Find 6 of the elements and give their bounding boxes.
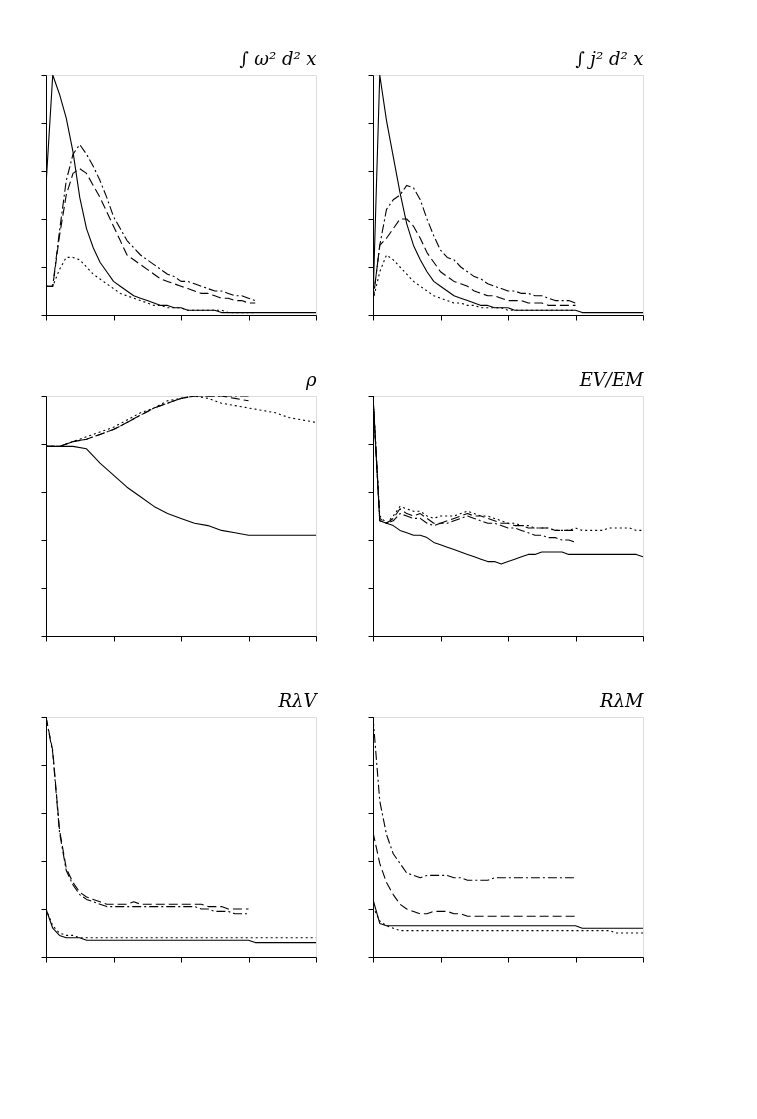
chart-title: EV/EM <box>578 368 645 390</box>
chart-title: RλM <box>599 689 645 711</box>
chart-title: ∫ ω² d² x <box>239 47 317 69</box>
chart-title: RλV <box>277 689 319 711</box>
chart-title: ρ <box>304 368 317 390</box>
chart-title: ∫ j² d² x <box>575 47 644 69</box>
